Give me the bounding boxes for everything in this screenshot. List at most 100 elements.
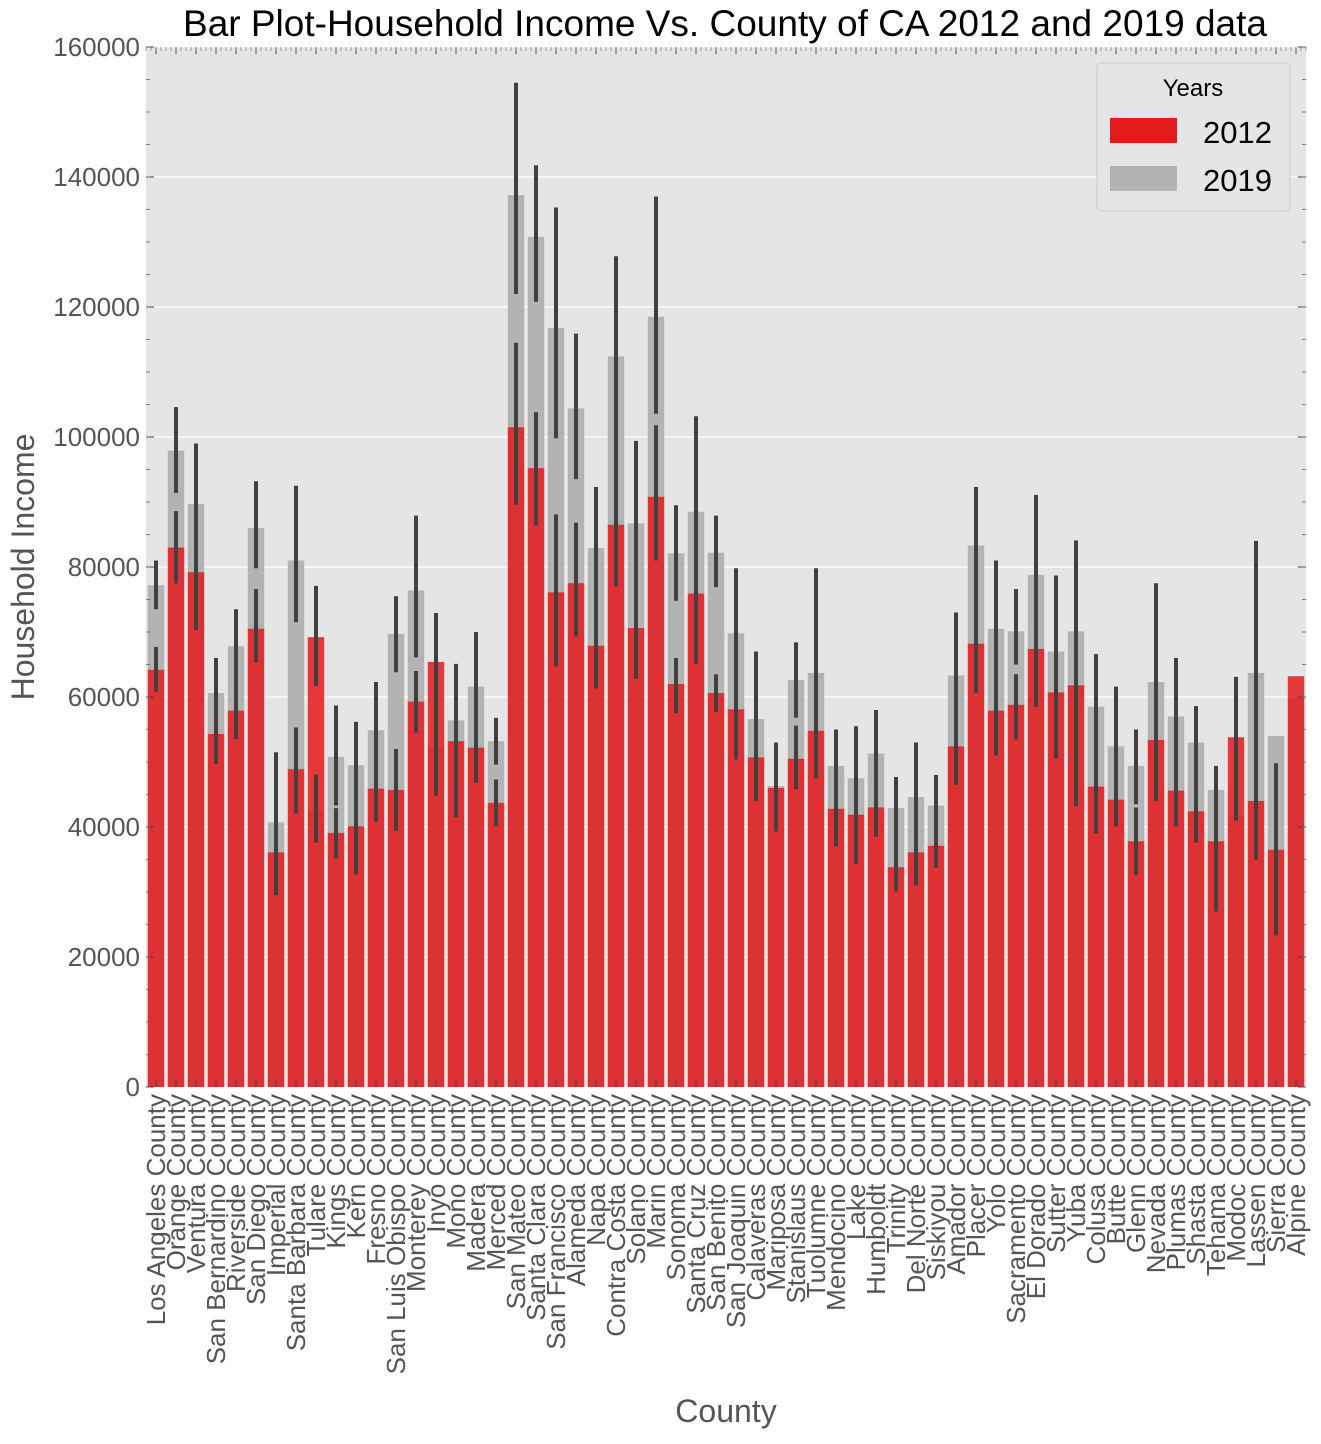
bar-2012 bbox=[1047, 692, 1065, 1087]
x-tick-label: Contra Costa County bbox=[601, 1094, 631, 1337]
legend-label-2019: 2019 bbox=[1203, 163, 1272, 198]
bar-2012 bbox=[927, 845, 945, 1087]
x-tick-label: Ventura County bbox=[181, 1094, 211, 1273]
x-tick-label: Mariposa County bbox=[761, 1094, 791, 1291]
bar-2012 bbox=[287, 769, 305, 1087]
x-tick-label: Shasta County bbox=[1181, 1094, 1211, 1265]
x-tick-label: Napa County bbox=[581, 1094, 611, 1246]
x-tick-label: Modoc County bbox=[1221, 1094, 1251, 1262]
x-tick-label: Solano County bbox=[621, 1094, 651, 1265]
bar-2012 bbox=[1227, 737, 1245, 1087]
y-tick-labels: 0 20000 40000 60000 80000 100000 120000 140000 1… bbox=[53, 32, 140, 1102]
x-tick-label: Merced County bbox=[481, 1094, 511, 1270]
bar-2012 bbox=[1107, 799, 1125, 1087]
x-tick-label: Placer County bbox=[961, 1094, 991, 1257]
bar-2012 bbox=[707, 693, 725, 1087]
x-tick-label: Lake County bbox=[841, 1094, 871, 1240]
bar-2012 bbox=[687, 593, 705, 1087]
x-tick-label: Tuolumne County bbox=[801, 1094, 831, 1298]
x-tick-label: Kern County bbox=[341, 1094, 371, 1239]
y-tick-label: 140000 bbox=[53, 162, 140, 192]
y-tick-label: 20000 bbox=[68, 942, 140, 972]
bar-2012 bbox=[1247, 801, 1265, 1087]
bar-2012 bbox=[1167, 790, 1185, 1087]
x-axis-label: County bbox=[675, 1393, 776, 1429]
x-tick-label: Trinity County bbox=[881, 1094, 911, 1253]
x-tick-label: Santa Cruz County bbox=[681, 1094, 711, 1314]
bar-2012 bbox=[647, 496, 665, 1087]
bar-2012 bbox=[267, 852, 285, 1087]
bar-2012 bbox=[1147, 739, 1165, 1087]
x-tick-label: San Bernardino County bbox=[201, 1094, 231, 1364]
x-tick-label: Sacramento County bbox=[1001, 1094, 1031, 1324]
x-tick-label: Tulare County bbox=[301, 1094, 331, 1256]
bar-2012 bbox=[607, 524, 625, 1087]
bar-2012 bbox=[967, 643, 985, 1087]
bar-2012 bbox=[947, 746, 965, 1087]
bar-2012 bbox=[767, 788, 785, 1087]
legend-swatch-2019 bbox=[1110, 166, 1177, 191]
x-tick-label: Los Angeles County bbox=[141, 1094, 171, 1325]
bar-2012 bbox=[447, 741, 465, 1087]
bar-2012 bbox=[787, 758, 805, 1087]
bar-2012 bbox=[1287, 676, 1305, 1087]
y-tick-label: 160000 bbox=[53, 32, 140, 62]
bar-2012 bbox=[167, 547, 185, 1087]
bar-2012 bbox=[1267, 849, 1285, 1087]
x-tick-label: Colusa County bbox=[1081, 1094, 1111, 1265]
x-tick-label: Butte County bbox=[1101, 1094, 1131, 1244]
x-tick-label: Nevada County bbox=[1141, 1094, 1171, 1273]
x-tick-label: Alpine County bbox=[1281, 1094, 1311, 1256]
x-tick-label: Fresno County bbox=[361, 1094, 391, 1265]
series-2012-error-bars bbox=[154, 342, 1278, 936]
bar-2012 bbox=[867, 807, 885, 1087]
legend: Years 2012 2019 bbox=[1096, 62, 1291, 212]
bar-2012 bbox=[1087, 786, 1105, 1087]
axis-ticks bbox=[145, 46, 1307, 1088]
x-tick-label: San Luis Obispo County bbox=[381, 1094, 411, 1374]
x-tick-label: Mendocino County bbox=[821, 1094, 851, 1311]
bar-2012 bbox=[527, 468, 545, 1087]
x-tick-label: Yuba County bbox=[1061, 1094, 1091, 1243]
x-tick-label: Monterey County bbox=[401, 1094, 431, 1292]
y-tick-label: 40000 bbox=[68, 812, 140, 842]
x-tick-label: Siskiyou County bbox=[921, 1094, 951, 1280]
bar-2012 bbox=[567, 583, 585, 1087]
x-tick-label: Sutter County bbox=[1041, 1094, 1071, 1253]
bar-2012 bbox=[387, 789, 405, 1087]
x-tick-label: Santa Clara County bbox=[521, 1094, 551, 1321]
x-tick-label: Del Norte County bbox=[901, 1094, 931, 1293]
y-tick-label: 120000 bbox=[53, 292, 140, 322]
legend-label-2012: 2012 bbox=[1203, 115, 1272, 150]
x-tick-label: Alameda County bbox=[561, 1094, 591, 1286]
x-tick-label: San Joaquin County bbox=[721, 1094, 751, 1328]
x-tick-label: San Mateo County bbox=[501, 1094, 531, 1309]
bar-2012 bbox=[847, 814, 865, 1087]
x-tick-label: Tehama County bbox=[1201, 1094, 1231, 1276]
x-tick-label: Marin County bbox=[641, 1094, 671, 1249]
bar-2012 bbox=[1207, 841, 1225, 1087]
bar-2012 bbox=[1027, 648, 1045, 1087]
bar-2012 bbox=[627, 628, 645, 1087]
x-tick-label: Riverside County bbox=[221, 1094, 251, 1292]
bar-2012 bbox=[367, 788, 385, 1087]
bar-2012 bbox=[807, 730, 825, 1087]
bar-2012 bbox=[347, 826, 365, 1087]
series-2012-bars bbox=[147, 427, 1305, 1087]
legend-title: Years bbox=[1163, 75, 1224, 102]
x-tick-label: Plumas County bbox=[1161, 1094, 1191, 1270]
x-tick-label: Humboldt County bbox=[861, 1094, 891, 1295]
y-axis-label: Household Income bbox=[5, 434, 41, 701]
bar-2012 bbox=[1127, 841, 1145, 1087]
x-tick-label: Sierra County bbox=[1261, 1094, 1291, 1253]
x-tick-label: Kings County bbox=[321, 1094, 351, 1249]
bar-2012 bbox=[147, 669, 165, 1087]
bar-2012 bbox=[187, 572, 205, 1087]
bar-2012 bbox=[1007, 704, 1025, 1087]
bar-2012 bbox=[907, 852, 925, 1087]
x-tick-label: San Diego County bbox=[241, 1094, 271, 1305]
bar-2012 bbox=[227, 710, 245, 1087]
bar-2012 bbox=[487, 802, 505, 1087]
